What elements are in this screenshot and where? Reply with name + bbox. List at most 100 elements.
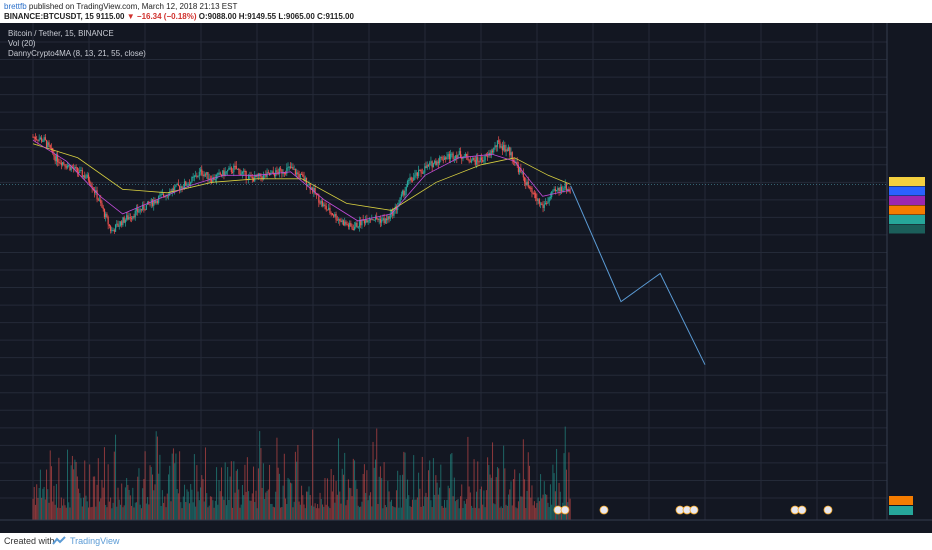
volume-bars	[32, 426, 571, 520]
volume-bar	[145, 503, 147, 520]
candle-body	[430, 161, 432, 163]
volume-bar	[468, 486, 470, 520]
candle-body	[347, 224, 349, 227]
volume-bar	[426, 497, 428, 520]
volume-bar	[137, 476, 139, 520]
volume-bar	[118, 499, 120, 520]
candle-body	[390, 210, 393, 214]
candle-body	[113, 229, 115, 232]
volume-bar	[473, 459, 475, 520]
candle-body	[381, 219, 383, 223]
volume-bar	[368, 495, 370, 520]
volume-bar	[423, 506, 425, 520]
candle-body	[307, 185, 309, 187]
candle-body	[282, 172, 284, 174]
event-icon	[599, 505, 609, 515]
volume-bar	[429, 460, 431, 520]
volume-bar	[90, 507, 92, 520]
volume-bar	[147, 497, 149, 520]
volume-bar	[517, 501, 519, 520]
volume-bar	[351, 496, 353, 520]
candle-body	[48, 142, 50, 146]
candle-body	[77, 171, 80, 174]
volume-bar	[452, 496, 454, 520]
volume-bar	[144, 451, 146, 520]
volume-bar	[536, 503, 538, 520]
candle-body	[315, 193, 317, 195]
candle-body	[145, 204, 147, 210]
volume-bar	[186, 489, 188, 520]
candle-body	[352, 228, 354, 230]
candle-body	[339, 219, 341, 221]
price-tag	[889, 177, 925, 186]
candle-body	[251, 176, 253, 179]
candle-body	[233, 165, 235, 173]
volume-bar	[414, 499, 416, 520]
volume-bar	[480, 486, 482, 520]
candle-body	[60, 162, 62, 166]
candle-body	[321, 201, 324, 206]
candle-body	[193, 176, 195, 178]
volume-bar	[296, 461, 298, 520]
candle-body	[422, 172, 425, 174]
candle-body	[235, 165, 237, 170]
candle-body	[137, 208, 139, 213]
candle-body	[87, 174, 90, 181]
volume-bar	[376, 428, 378, 520]
volume-bar	[132, 487, 134, 520]
volume-bar	[504, 468, 506, 520]
volume-bar	[79, 493, 81, 520]
volume-bar	[552, 464, 554, 520]
candle-body	[195, 175, 197, 177]
volume-bar	[213, 507, 215, 520]
volume-bar	[96, 484, 98, 520]
volume-bar	[520, 496, 522, 520]
volume-bar	[272, 506, 274, 520]
candle-body	[554, 188, 556, 192]
volume-bar	[212, 500, 214, 520]
candle-body	[139, 209, 141, 212]
volume-bar	[535, 507, 537, 520]
candle-body	[296, 172, 298, 175]
candle-body	[434, 160, 436, 164]
volume-bar	[547, 502, 549, 520]
volume-bar	[234, 492, 236, 520]
candle-body	[485, 155, 487, 157]
candle-body	[495, 145, 497, 147]
candle-body	[34, 137, 37, 140]
candle-body	[429, 162, 431, 165]
candle-body	[448, 154, 451, 160]
volume-bar	[174, 463, 176, 520]
volume-bar	[528, 465, 530, 520]
volume-bar	[170, 501, 172, 520]
volume-bar	[483, 490, 485, 520]
candle-body	[160, 194, 162, 196]
volume-bar	[357, 505, 359, 520]
candle-body	[368, 219, 370, 221]
candle-body	[158, 196, 160, 203]
volume-bar	[307, 491, 309, 520]
author-link[interactable]: brettfb	[4, 2, 27, 11]
candle-body	[96, 190, 98, 200]
volume-bar	[398, 507, 400, 520]
candle-body	[402, 190, 404, 195]
candle-body	[425, 166, 427, 168]
volume-bar	[549, 484, 551, 520]
candle-body	[333, 215, 335, 217]
candle-body	[112, 229, 114, 231]
volume-bar	[198, 500, 200, 520]
candle-body	[547, 201, 549, 204]
candle-body	[356, 222, 358, 228]
candle-body	[374, 216, 377, 220]
candle-body	[358, 220, 361, 227]
candle-body	[367, 220, 369, 223]
tradingview-brand[interactable]: TradingView	[70, 536, 120, 546]
candle-body	[533, 193, 536, 195]
candle-body	[47, 142, 49, 148]
candle-body	[219, 172, 221, 175]
candle-body	[377, 218, 379, 221]
candle-body	[385, 218, 388, 221]
volume-bar	[455, 501, 457, 520]
candle-body	[142, 204, 144, 211]
price-chart[interactable]: Bitcoin / Tether, 15, BINANCE Vol (20) D…	[0, 23, 932, 533]
